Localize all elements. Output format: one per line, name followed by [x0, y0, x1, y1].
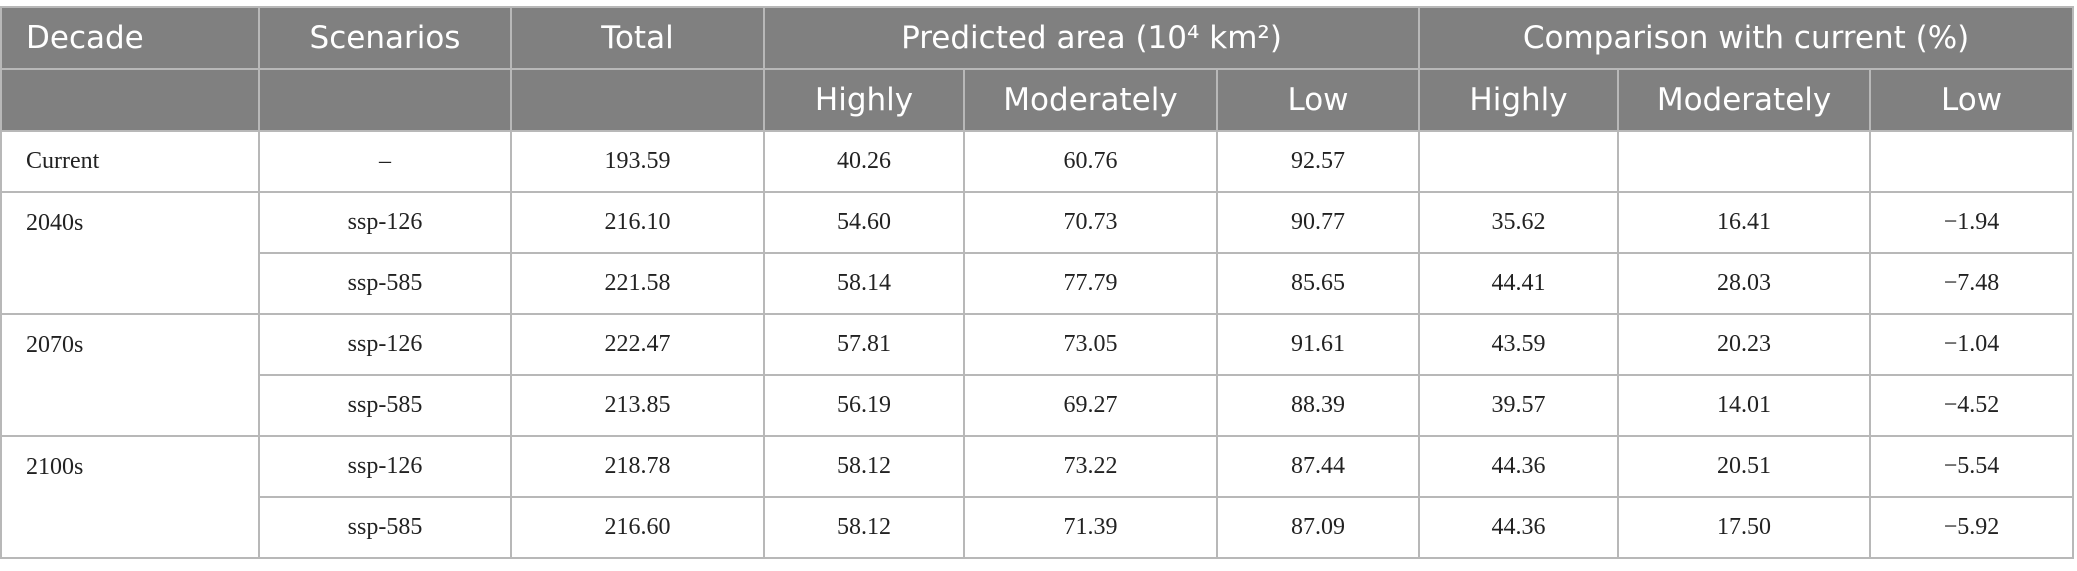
value-cell: 17.50 — [1617, 496, 1872, 559]
value-cell: 56.19 — [763, 374, 965, 437]
header-cell: Highly — [763, 68, 965, 132]
table-row: ssp-585 213.85 56.19 69.27 88.39 39.57 14.01 −4… — [1, 374, 2075, 437]
table-row: 2040s ssp-126 216.10 54.60 70.73 90.77 35.62 16… — [0, 191, 2075, 315]
value-cell: 35.62 — [1418, 191, 1620, 254]
decade-cell: 2070s — [0, 313, 260, 437]
value-cell: 222.47 — [510, 313, 765, 376]
header-cell — [0, 68, 260, 132]
header-cell: Comparison with current (%) — [1418, 6, 2075, 70]
value-cell: 216.10 — [510, 191, 765, 254]
header-cell: Predicted area (10⁴ km²) — [762, 6, 1421, 70]
value-cell: 40.26 — [763, 130, 965, 193]
value-cell: 73.05 — [963, 313, 1218, 376]
value-cell: 69.27 — [963, 374, 1218, 437]
header-cell: Low — [1869, 68, 2075, 132]
table-row: ssp-585 216.60 58.12 71.39 87.09 44.36 17.50 −5… — [1, 496, 2075, 559]
value-cell: 43.59 — [1418, 313, 1620, 376]
value-cell: 87.44 — [1215, 435, 1421, 498]
value-cell: 20.51 — [1617, 435, 1872, 498]
header-cell: Scenarios — [258, 6, 512, 70]
scenario-cell: ssp-585 — [258, 496, 512, 559]
decade-cell: 2100s — [0, 435, 260, 559]
value-cell: 60.76 — [963, 130, 1218, 193]
empty-cell — [1869, 130, 2075, 193]
empty-cell — [1418, 130, 1620, 193]
scenario-cell: – — [258, 130, 512, 193]
scenario-cell: ssp-585 — [258, 374, 512, 437]
header-cell: Moderately — [963, 68, 1218, 132]
empty-cell — [1617, 130, 1872, 193]
decade-cell: 2040s — [0, 191, 260, 315]
value-cell: 73.22 — [963, 435, 1218, 498]
value-cell: 44.41 — [1418, 252, 1620, 315]
table-row: 2100s ssp-126 218.78 58.12 73.22 87.44 44.36 20… — [0, 435, 2075, 559]
value-cell: 58.12 — [763, 496, 965, 559]
header-cell — [510, 68, 765, 132]
table-row: Current –193.59 40.26 60.76 92.57 — [0, 130, 2075, 193]
table-header: Decade Scenarios Total Predicted area (1… — [0, 6, 2075, 132]
value-cell: 221.58 — [510, 252, 765, 315]
value-cell: −5.54 — [1869, 435, 2075, 498]
value-cell: 90.77 — [1215, 191, 1421, 254]
value-cell: 77.79 — [963, 252, 1218, 315]
data-table: Decade Scenarios Total Predicted area (1… — [0, 6, 2075, 559]
table-row: 2070s ssp-126 222.47 57.81 73.05 91.61 43.59 20… — [0, 313, 2075, 437]
value-cell: 57.81 — [763, 313, 965, 376]
value-cell: −4.52 — [1869, 374, 2075, 437]
value-cell: 54.60 — [763, 191, 965, 254]
header-cell: Total — [510, 6, 765, 70]
value-cell: 193.59 — [510, 130, 765, 193]
value-cell: 213.85 — [510, 374, 765, 437]
value-cell: 216.60 — [510, 496, 765, 559]
value-cell: 91.61 — [1215, 313, 1421, 376]
value-cell: 14.01 — [1617, 374, 1872, 437]
value-cell: 71.39 — [963, 496, 1218, 559]
value-cell: −5.92 — [1869, 496, 2075, 559]
value-cell: 85.65 — [1215, 252, 1421, 315]
value-cell: 28.03 — [1617, 252, 1872, 315]
value-cell: −1.04 — [1869, 313, 2075, 376]
value-cell: 218.78 — [510, 435, 765, 498]
table-row: ssp-585 221.58 58.14 77.79 85.65 44.41 28.03 −7… — [1, 252, 2075, 315]
header-cell: Highly — [1418, 68, 1620, 132]
table-wrapper: Decade Scenarios Total Predicted area (1… — [0, 6, 2075, 559]
scenario-cell: ssp-126 — [258, 313, 512, 376]
value-cell: 58.14 — [763, 252, 965, 315]
header-cell: Moderately — [1617, 68, 1872, 132]
value-cell: 39.57 — [1418, 374, 1620, 437]
value-cell: 92.57 — [1215, 130, 1421, 193]
value-cell: 70.73 — [963, 191, 1218, 254]
value-cell: −1.94 — [1869, 191, 2075, 254]
scenario-cell: ssp-126 — [258, 435, 512, 498]
header-cell: Low — [1215, 68, 1421, 132]
header-cell: Decade — [0, 6, 260, 70]
header-cell — [258, 68, 512, 132]
value-cell: 44.36 — [1418, 496, 1620, 559]
scenario-cell: ssp-585 — [258, 252, 512, 315]
value-cell: −7.48 — [1869, 252, 2075, 315]
decade-cell: Current — [0, 130, 260, 193]
value-cell: 44.36 — [1418, 435, 1620, 498]
header-row: Highly Moderately Low Highly Moderately … — [0, 68, 2075, 132]
header-row: Decade Scenarios Total Predicted area (1… — [0, 6, 2075, 70]
scenario-cell: ssp-126 — [258, 191, 512, 254]
value-cell: 87.09 — [1215, 496, 1421, 559]
value-cell: 88.39 — [1215, 374, 1421, 437]
value-cell: 20.23 — [1617, 313, 1872, 376]
value-cell: 58.12 — [763, 435, 965, 498]
value-cell: 16.41 — [1617, 191, 1872, 254]
table-body: Current –193.59 40.26 60.76 92.57 2040s ssp-12… — [0, 130, 2075, 559]
